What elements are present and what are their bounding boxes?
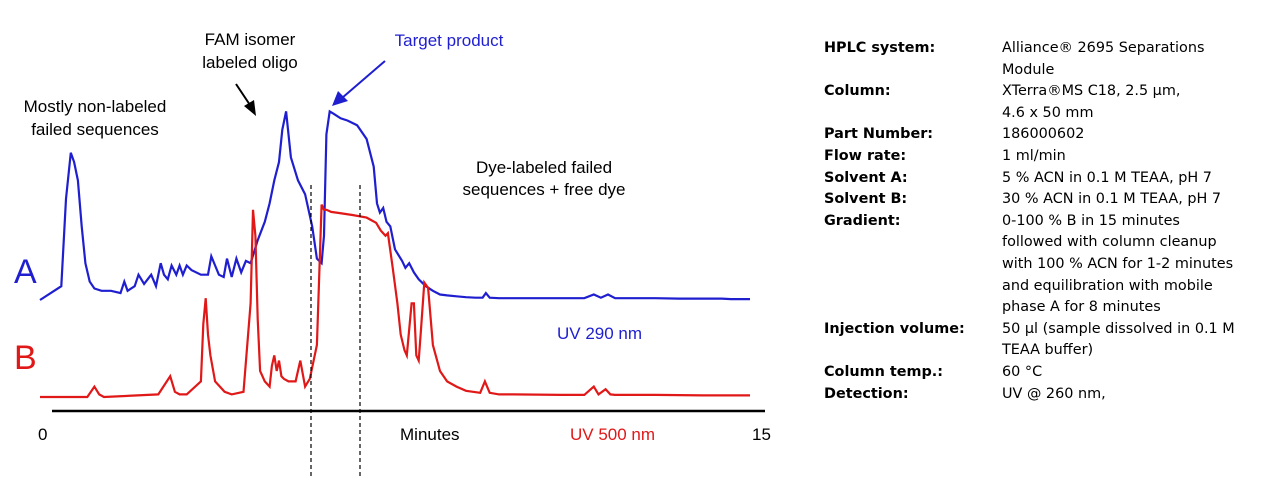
spec-value: 0-100 % B in 15 minutes followed with col…: [1002, 211, 1274, 319]
annotation-non-labeled-line2: failed sequences: [31, 120, 159, 139]
spec-value: 60 °C: [1002, 362, 1274, 384]
spec-row: Column temp.: 60 °C: [824, 362, 1274, 384]
spec-value-line: 1 ml/min: [1002, 147, 1066, 164]
spec-key: Flow rate:: [824, 147, 907, 164]
annotation-target-product: Target product: [395, 31, 504, 50]
spec-row: Part Number: 186000602: [824, 124, 1274, 146]
spec-row: Flow rate: 1 ml/min: [824, 146, 1274, 168]
spec-value-line: XTerra®MS C18, 2.5 µm,: [1002, 83, 1181, 100]
spec-key: Injection volume:: [824, 320, 965, 337]
spec-value-line: Alliance® 2695 Separations: [1002, 40, 1205, 56]
spec-value: 30 % ACN in 0.1 M TEAA, pH 7: [1002, 189, 1274, 211]
spec-value: XTerra®MS C18, 2.5 µm, 4.6 x 50 mm: [1002, 81, 1274, 124]
spec-key: Column:: [824, 83, 891, 100]
spec-value-line: and equilibration with mobile: [1002, 277, 1213, 294]
spec-row: Solvent B: 30 % ACN in 0.1 M TEAA, pH 7: [824, 189, 1274, 211]
chromatogram-chart: Mostly non-labeled failed sequences FAM …: [14, 30, 771, 478]
trace-label-b: B: [14, 339, 37, 377]
annotation-dye-labeled-line2: sequences + free dye: [462, 180, 625, 199]
spec-row: Solvent A: 5 % ACN in 0.1 M TEAA, pH 7: [824, 168, 1274, 190]
spec-value-line: with 100 % ACN for 1-2 minutes: [1002, 255, 1234, 272]
spec-value: 5 % ACN in 0.1 M TEAA, pH 7: [1002, 168, 1274, 190]
spec-value-line: Module: [1002, 61, 1055, 78]
annotation-non-labeled-line1: Mostly non-labeled: [24, 97, 167, 116]
spec-value-line: 186000602: [1002, 126, 1085, 143]
spec-value: 186000602: [1002, 124, 1274, 146]
annotation-fam-isomer-line2: labeled oligo: [202, 53, 297, 72]
target-product-arrow: [332, 60, 386, 106]
spec-value-line: 30 % ACN in 0.1 M TEAA, pH 7: [1002, 191, 1222, 208]
spec-value-line: 0-100 % B in 15 minutes: [1002, 212, 1180, 229]
annotation-fam-isomer-line1: FAM isomer: [205, 30, 296, 49]
spec-value-line: TEAA buffer): [1002, 342, 1094, 359]
spec-row: Gradient: 0-100 % B in 15 minutes followed…: [824, 211, 1274, 319]
spec-row: HPLC system: Alliance® 2695 Separations Mo…: [824, 38, 1274, 81]
spec-key: Solvent A:: [824, 169, 908, 186]
x-axis-max-label: 15: [752, 425, 771, 444]
uv-label-b: UV 500 nm: [570, 425, 655, 444]
spec-key: HPLC system:: [824, 40, 936, 56]
spec-value: 1 ml/min: [1002, 146, 1274, 168]
spec-row: Injection volume: 50 µl (sample dissolved…: [824, 319, 1274, 362]
spec-value-line: 60 °C: [1002, 363, 1043, 380]
spec-value-line: 50 µl (sample dissolved in 0.1 M: [1002, 320, 1235, 337]
spec-key: Gradient:: [824, 212, 901, 229]
x-axis-min-label: 0: [38, 425, 47, 444]
spec-row: Detection: UV @ 260 nm,: [824, 384, 1274, 406]
spec-key: Solvent B:: [824, 191, 908, 208]
spec-key: Part Number:: [824, 126, 934, 143]
method-specs-table: HPLC system: Alliance® 2695 Separations Mo…: [824, 38, 1274, 405]
x-axis-title: Minutes: [400, 425, 460, 444]
uv-label-a: UV 290 nm: [557, 324, 642, 343]
trace-a-line: [39, 109, 750, 301]
spec-value-line: phase A for 8 minutes: [1002, 299, 1161, 316]
trace-b-line: [40, 204, 750, 399]
spec-key: Column temp.:: [824, 363, 944, 380]
spec-value: Alliance® 2695 Separations Module: [1002, 38, 1274, 81]
spec-value-line: 5 % ACN in 0.1 M TEAA, pH 7: [1002, 169, 1212, 186]
spec-value: 50 µl (sample dissolved in 0.1 M TEAA buf…: [1002, 319, 1274, 362]
annotation-dye-labeled-line1: Dye-labeled failed: [476, 158, 612, 177]
spec-row: Column: XTerra®MS C18, 2.5 µm, 4.6 x 50 mm: [824, 81, 1274, 124]
fam-isomer-arrow: [235, 83, 256, 116]
trace-label-a: A: [14, 253, 37, 291]
spec-value-line: followed with column cleanup: [1002, 234, 1217, 251]
spec-value-line: UV @ 260 nm,: [1002, 385, 1106, 402]
spec-value-line: 4.6 x 50 mm: [1002, 104, 1094, 121]
spec-value: UV @ 260 nm,: [1002, 384, 1274, 406]
spec-key: Detection:: [824, 385, 909, 402]
